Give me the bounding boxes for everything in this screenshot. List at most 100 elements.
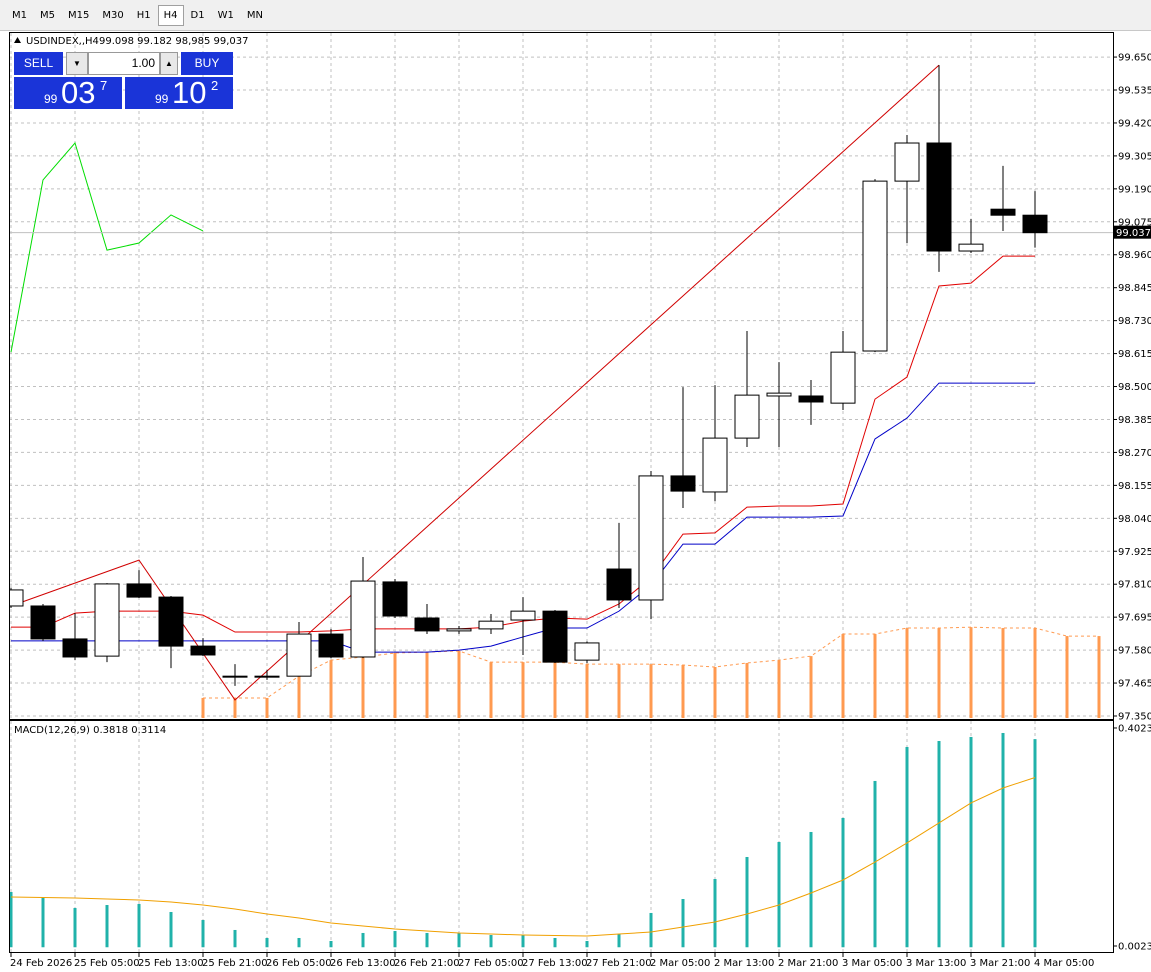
indicator-bar bbox=[585, 664, 589, 718]
indicator-bar bbox=[905, 628, 909, 718]
y-tick-label: 98.615 bbox=[1118, 349, 1151, 360]
indicator-bar bbox=[201, 697, 205, 718]
indicator-bar bbox=[521, 662, 525, 718]
bid-price[interactable]: 99 03 7 bbox=[14, 75, 122, 110]
candle-body bbox=[734, 394, 760, 439]
lot-down[interactable]: ▼ bbox=[66, 52, 88, 75]
indicator-bar bbox=[617, 934, 621, 948]
price-frame bbox=[9, 32, 1114, 720]
timeframe-button[interactable]: M5 bbox=[40, 10, 55, 21]
ask-main: 10 bbox=[172, 75, 207, 110]
indicator-bar bbox=[681, 899, 685, 948]
timeframe-button[interactable]: M1 bbox=[12, 10, 27, 21]
candle-body bbox=[222, 675, 248, 678]
indicator-bar bbox=[937, 628, 941, 718]
y-tick-label: 97.695 bbox=[1118, 613, 1151, 624]
buy-button[interactable]: BUY bbox=[181, 52, 233, 75]
x-tick-label: 26 Feb 13:00 bbox=[330, 958, 396, 969]
indicator-bar bbox=[777, 842, 781, 948]
candle-body bbox=[862, 180, 888, 352]
candle-body bbox=[62, 638, 88, 658]
candle-body bbox=[30, 605, 56, 640]
indicator-bar bbox=[297, 937, 301, 948]
timeframe-button[interactable]: M15 bbox=[68, 10, 90, 21]
lot-up[interactable]: ▲ bbox=[160, 52, 178, 75]
indicator-bar bbox=[393, 931, 397, 948]
timeframe-button[interactable]: MN bbox=[246, 10, 263, 21]
indicator-bar bbox=[425, 652, 429, 718]
candle-body bbox=[990, 208, 1016, 216]
timeframe-button[interactable]: M30 bbox=[102, 10, 124, 21]
indicator-bar bbox=[873, 780, 877, 948]
x-tick-label: 27 Feb 13:00 bbox=[522, 958, 588, 969]
indicator-bar bbox=[233, 929, 237, 948]
x-tick-label: 24 Feb 2026 bbox=[10, 958, 72, 969]
indicator-bar bbox=[713, 667, 717, 718]
candle-body bbox=[702, 437, 728, 493]
candle-body bbox=[1022, 214, 1048, 234]
indicator-bar bbox=[1033, 628, 1037, 718]
ask-big: 99 bbox=[155, 92, 169, 106]
indicator-bar bbox=[553, 937, 557, 948]
indicator-bar bbox=[681, 664, 685, 718]
indicator-bar bbox=[329, 940, 333, 948]
y-tick-label: 98.960 bbox=[1118, 250, 1151, 261]
candle-body bbox=[382, 581, 408, 617]
candle-body bbox=[798, 395, 824, 403]
indicator-bar bbox=[457, 932, 461, 948]
timeframe-button[interactable]: H4 bbox=[157, 5, 184, 26]
y-tick-label: 99.420 bbox=[1118, 118, 1151, 129]
timeframe-button[interactable]: D1 bbox=[190, 10, 205, 21]
candle-body bbox=[670, 475, 696, 492]
x-tick-label: 26 Feb 21:00 bbox=[394, 958, 460, 969]
indicator-bar bbox=[105, 905, 109, 948]
timeframe-button[interactable]: H1 bbox=[136, 10, 151, 21]
candle-body bbox=[10, 589, 24, 607]
x-tick-label: 2 Mar 13:00 bbox=[714, 958, 774, 969]
y-tick-label: 98.500 bbox=[1118, 382, 1151, 393]
indicator-bar bbox=[617, 664, 621, 718]
macd-plot bbox=[10, 721, 1037, 952]
ohlc: 99.098 99.182 98,985 99,037 bbox=[99, 36, 249, 47]
indicator-bar bbox=[777, 660, 781, 718]
bid-main: 03 bbox=[61, 75, 96, 110]
indicator-bar bbox=[41, 897, 45, 948]
indicator-bar bbox=[1001, 732, 1005, 948]
y-tick-label: 99.535 bbox=[1118, 86, 1151, 97]
bid-big: 99 bbox=[44, 92, 58, 106]
indicator-bar bbox=[937, 741, 941, 948]
sell-button[interactable]: SELL bbox=[14, 52, 63, 75]
indicator-line bbox=[10, 141, 204, 353]
indicator-line bbox=[10, 64, 940, 701]
y-tick-label: 98.845 bbox=[1118, 283, 1151, 294]
indicator-bar bbox=[329, 660, 333, 718]
candle-body bbox=[606, 568, 632, 601]
current-price-box bbox=[1114, 225, 1151, 239]
indicator-bar bbox=[265, 937, 269, 948]
indicator-bar bbox=[969, 736, 973, 948]
candle-body bbox=[830, 351, 856, 404]
indicator-bar bbox=[425, 932, 429, 948]
indicator-bar bbox=[809, 831, 813, 948]
indicator-bar bbox=[809, 656, 813, 718]
timeframe-button[interactable]: W1 bbox=[217, 10, 234, 21]
candle-body bbox=[318, 633, 344, 658]
indicator-bar bbox=[10, 891, 13, 948]
timeframe-bar: M1 M5 M15 M30 H1 H4 D1 W1 MN bbox=[6, 5, 270, 26]
candle-body bbox=[350, 580, 376, 658]
toolbar: M1 M5 M15 M30 H1 H4 D1 W1 MN bbox=[0, 0, 1151, 31]
x-tick-label: 3 Mar 21:00 bbox=[970, 958, 1030, 969]
y-tick-label: 0.4023 bbox=[1118, 723, 1151, 734]
ask-price[interactable]: 99 10 2 bbox=[125, 75, 233, 110]
candle-body bbox=[190, 645, 216, 656]
y-tick-label: 98.040 bbox=[1118, 514, 1151, 525]
y-tick-label: 97.350 bbox=[1118, 711, 1151, 722]
one-click-trading: SELL ▼ 1.00 ▲ BUY 99 03 7 99 10 2 bbox=[14, 52, 233, 110]
indicator-bar bbox=[297, 676, 301, 718]
lot-input[interactable]: 1.00 bbox=[88, 52, 160, 75]
y-tick-label: 99.190 bbox=[1118, 184, 1151, 195]
y-tick-label: 98.270 bbox=[1118, 448, 1151, 459]
indicator-bar bbox=[649, 912, 653, 948]
indicator-bar bbox=[745, 856, 749, 948]
